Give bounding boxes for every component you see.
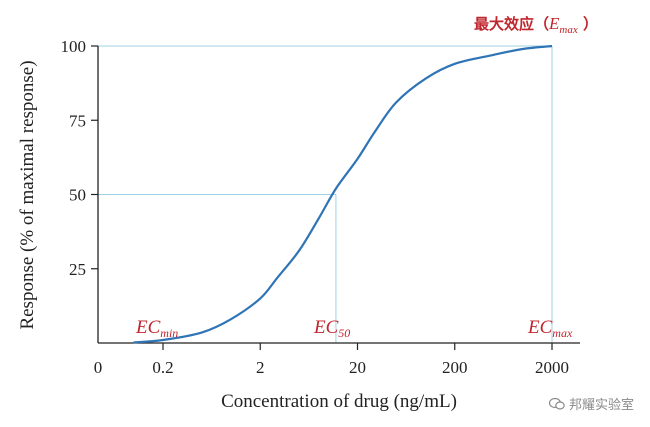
x-tick-label: 20 [349,358,366,377]
series-line-response [133,44,553,344]
watermark: 邦耀实验室 [548,394,634,413]
y-ticks: 25 50 75 100 [61,37,98,279]
x-tick-label: 2 [256,358,265,377]
x-tick-label: 2000 [535,358,569,377]
x-axis-title: Concentration of drug (ng/mL) [221,391,457,412]
y-axis-title: Response (% of maximal response) [17,60,38,329]
emax-title: 最大效应（Emax ） [474,14,598,36]
ec-min-label: ECmin [135,317,178,340]
x-tick-label: 0 [94,358,103,377]
ecmax-label: ECmax [527,317,573,340]
y-tick-label: 25 [69,260,86,279]
x-tick-label: 200 [442,358,468,377]
y-tick-label: 100 [61,37,87,56]
x-ticks: 0 0.2 2 20 200 2000 [94,343,569,377]
y-tick-label: 50 [69,186,86,205]
watermark-text: 邦耀实验室 [568,398,634,413]
y-tick-label: 75 [69,111,86,130]
x-tick-label: 0.2 [152,358,173,377]
wechat-icon [548,397,565,410]
ec50-label: EC50 [313,317,350,340]
